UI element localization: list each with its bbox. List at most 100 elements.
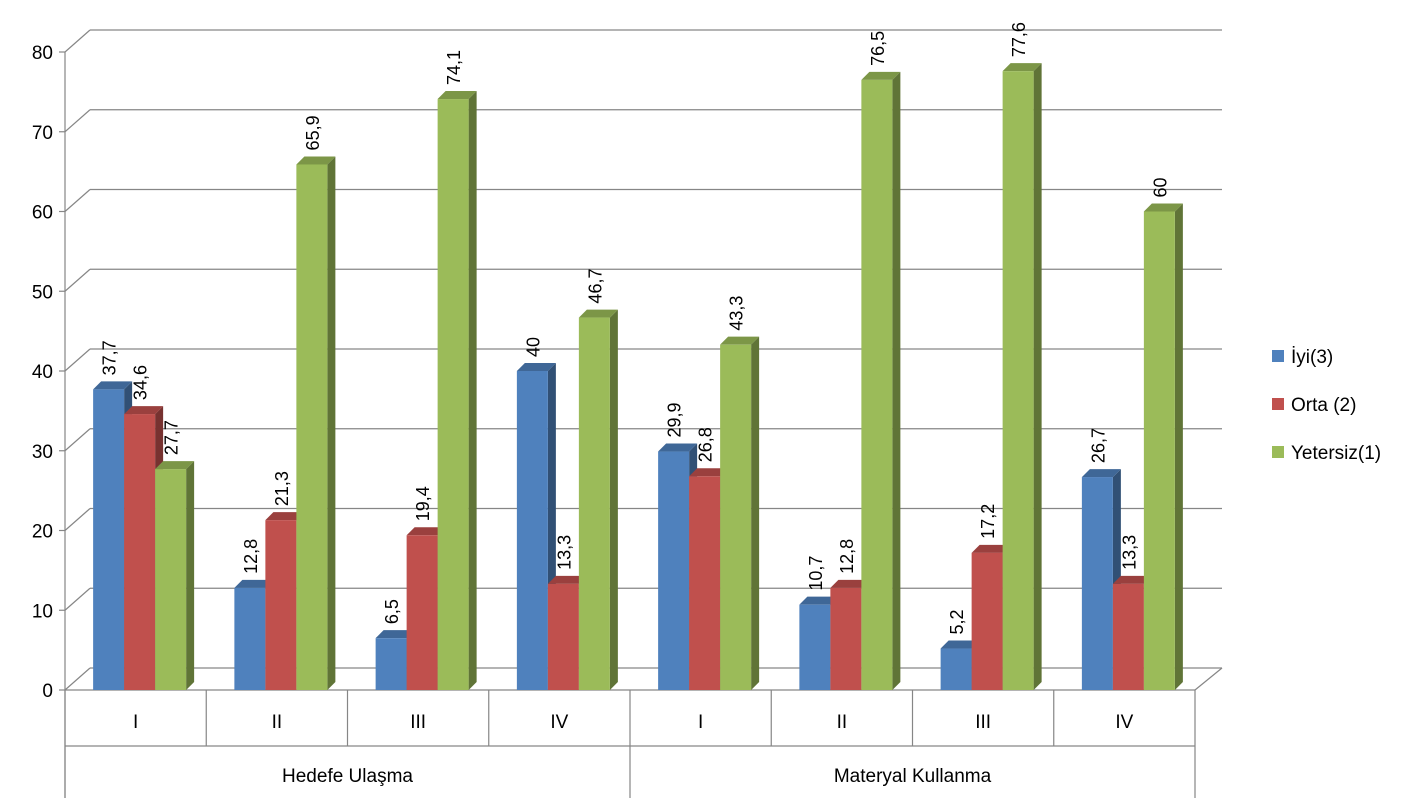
bar-front — [296, 164, 328, 690]
category-label: I — [133, 712, 138, 733]
bar — [437, 91, 477, 691]
legend-swatch — [1272, 446, 1284, 458]
bar-top — [437, 91, 477, 100]
data-label: 37,7 — [100, 340, 120, 375]
bar-front — [1002, 71, 1034, 690]
bar-top — [799, 596, 839, 605]
data-label: 40 — [523, 337, 543, 357]
bar-side — [1033, 63, 1042, 690]
bar-side — [327, 156, 336, 690]
group-label: Hedefe Ulaşma — [282, 766, 413, 787]
bar-side — [186, 461, 195, 690]
bar-top — [830, 579, 870, 588]
y-tick-label: 40 — [32, 362, 53, 383]
bar-front — [516, 371, 548, 690]
data-label: 19,4 — [413, 486, 433, 521]
data-label: 60 — [1150, 177, 1170, 197]
bar-front — [1112, 583, 1144, 690]
data-label: 46,7 — [585, 269, 605, 304]
data-label: 17,2 — [978, 504, 998, 539]
bar-front — [658, 451, 690, 690]
bar — [861, 71, 901, 691]
legend-label: Orta (2) — [1291, 395, 1356, 416]
bar-top — [124, 406, 164, 415]
data-label: 29,9 — [665, 403, 685, 438]
bar-front — [861, 79, 893, 691]
data-label: 10,7 — [806, 556, 826, 591]
category-label: IV — [1115, 712, 1133, 733]
gridline-diagonal — [64, 189, 91, 212]
bar-front — [234, 587, 266, 690]
data-label: 34,6 — [131, 365, 151, 400]
bar-top — [1002, 63, 1042, 72]
legend-swatch — [1272, 398, 1284, 410]
legend-item: Yetersiz(1) — [1272, 443, 1381, 464]
y-tick-label: 30 — [32, 442, 53, 463]
legend-item: Orta (2) — [1272, 395, 1356, 416]
bar-top — [720, 336, 760, 345]
bar-side — [1174, 203, 1183, 690]
legend-label: Yetersiz(1) — [1291, 443, 1381, 464]
bar-front — [799, 604, 831, 690]
gridline-diagonal — [64, 508, 91, 531]
data-label: 12,8 — [837, 539, 857, 574]
bar-front — [940, 648, 972, 690]
bar-top — [547, 575, 587, 584]
bar-top — [1081, 469, 1121, 478]
bar — [1143, 203, 1183, 690]
data-label: 65,9 — [303, 115, 323, 150]
gridline-diagonal — [64, 428, 91, 452]
bar-side — [468, 91, 477, 691]
bar — [720, 336, 760, 690]
bar-front — [720, 344, 752, 690]
floor-right-edge — [1194, 667, 1223, 691]
bar-top — [516, 363, 556, 371]
bar-side — [751, 336, 760, 690]
gridline-diagonal — [64, 348, 91, 372]
gridline-diagonal — [64, 29, 91, 53]
bar-front — [155, 469, 187, 690]
category-label: IV — [550, 712, 568, 733]
data-label: 13,3 — [554, 535, 574, 570]
bar-front — [578, 317, 610, 690]
bar-top — [93, 381, 133, 390]
y-tick-label: 0 — [42, 681, 53, 702]
y-tick-label: 60 — [32, 203, 53, 224]
bar-top — [1143, 203, 1183, 212]
data-label: 21,3 — [272, 471, 292, 506]
bar-front — [1143, 211, 1175, 690]
bar — [578, 309, 618, 690]
data-label: 5,2 — [947, 609, 967, 634]
category-label: III — [410, 712, 426, 733]
data-label: 6,5 — [382, 599, 402, 624]
gridline-diagonal — [64, 109, 91, 133]
data-label: 76,5 — [868, 31, 888, 66]
data-label: 26,8 — [696, 427, 716, 462]
bar-front — [1081, 477, 1113, 690]
data-label: 26,7 — [1088, 428, 1108, 463]
bar-front — [971, 552, 1003, 690]
data-label-layer: 37,7 34,6 27,7 12,8 21,3 65,9 6,5 19,4 74,1 40 13,… — [100, 22, 1171, 634]
bar-layer — [93, 63, 1183, 691]
bar-top — [234, 579, 274, 588]
data-label: 74,1 — [444, 50, 464, 85]
gridline-diagonal — [64, 587, 91, 611]
bar-side — [892, 71, 901, 691]
data-label: 77,6 — [1009, 22, 1029, 57]
legend: İyi(3) Orta (2) Yetersiz(1) — [1272, 347, 1381, 464]
bar-front — [93, 389, 125, 690]
legend-swatch — [1272, 350, 1284, 362]
bar-top — [689, 468, 729, 477]
bar-top — [296, 156, 336, 165]
bar-front — [265, 520, 297, 690]
bar-top — [155, 461, 195, 470]
legend-item: İyi(3) — [1272, 347, 1333, 368]
bar-top — [1112, 575, 1152, 584]
data-label: 27,7 — [162, 420, 182, 455]
category-label: II — [272, 712, 283, 733]
group-label: Materyal Kullanma — [834, 766, 992, 787]
y-tick-label: 70 — [32, 123, 53, 144]
bar-top — [406, 527, 446, 536]
